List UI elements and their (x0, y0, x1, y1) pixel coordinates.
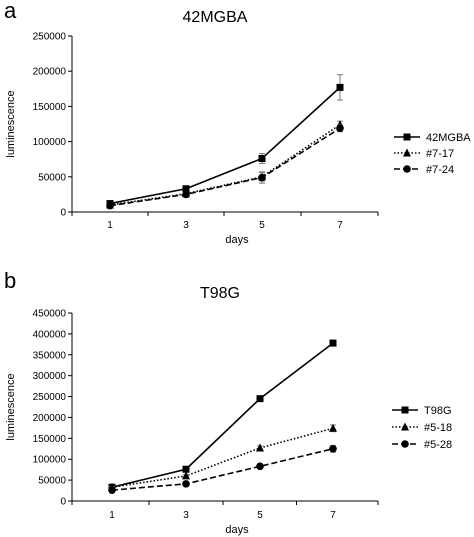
data-point (182, 190, 190, 199)
y-tick-label: 0 (60, 497, 66, 508)
legend-marker (401, 422, 409, 431)
legend-item: #5-28 (392, 439, 452, 451)
legend-item: #5-18 (392, 422, 452, 434)
legend-label: #5-18 (424, 422, 452, 434)
y-axis-label: luminescence (5, 373, 17, 440)
data-point (182, 480, 190, 488)
x-axis-label: days (225, 234, 249, 246)
chart-title: 42MGBA (183, 9, 248, 26)
panel-letter: a (4, 0, 17, 23)
legend-label: 42MGBA (426, 132, 471, 144)
chart-title: T98G (200, 285, 240, 302)
series-42mgba (106, 74, 344, 208)
data-point (108, 486, 116, 494)
series-line (109, 86, 341, 205)
data-point (329, 423, 337, 432)
legend-marker (401, 440, 409, 448)
y-tick-label: 50000 (38, 476, 66, 487)
y-tick-label: 250000 (33, 32, 67, 43)
data-point (182, 471, 190, 480)
y-axis-label: luminescence (5, 90, 17, 157)
y-tick-label: 450000 (33, 309, 67, 320)
x-tick-label: 1 (109, 510, 115, 521)
legend-marker (403, 148, 411, 157)
panel-a: a 42MGBA 0 50000 100000 150000 200000 250000 1 3 5… (4, 0, 471, 246)
y-tick-label: 100000 (33, 455, 67, 466)
y-tick-label: 150000 (33, 434, 67, 445)
x-tick-label: 7 (337, 220, 343, 231)
x-tick-label: 7 (330, 510, 336, 521)
y-tick-label: 100000 (33, 137, 67, 148)
panel-b: b T98G 0 50000 100000 150000 200000 250000 30000… (4, 268, 452, 536)
legend-label: #7-24 (426, 164, 454, 176)
legend-label: #7-17 (426, 148, 454, 160)
series--5-28 (108, 444, 337, 494)
data-point (329, 444, 337, 453)
series-line (111, 447, 334, 491)
y-tick-label: 150000 (33, 102, 67, 113)
legend-item: #7-17 (394, 148, 454, 160)
x-tick-label: 3 (183, 220, 189, 231)
data-point (258, 154, 266, 162)
data-point (256, 462, 264, 471)
series--7-17 (106, 120, 344, 209)
legend-marker (403, 165, 411, 173)
data-point (182, 185, 190, 193)
series-line (109, 124, 341, 206)
x-tick-label: 1 (107, 220, 113, 231)
legend-item: T98G (392, 405, 452, 417)
legend-marker (403, 133, 411, 141)
series--7-24 (106, 124, 344, 210)
y-tick-label: 300000 (33, 371, 67, 382)
series-line (111, 342, 334, 488)
y-tick-label: 0 (60, 208, 66, 219)
x-tick-label: 5 (257, 510, 263, 521)
y-tick-label: 200000 (33, 413, 67, 424)
data-point (336, 83, 344, 91)
data-point (256, 443, 264, 452)
x-tick-label: 5 (259, 220, 265, 231)
y-tick-label: 400000 (33, 329, 67, 340)
y-tick-label: 50000 (38, 172, 66, 183)
x-tick-label: 3 (183, 510, 189, 521)
legend-marker (401, 406, 409, 414)
data-point (182, 465, 190, 473)
legend-item: 42MGBA (394, 132, 471, 144)
y-tick-label: 250000 (33, 392, 67, 403)
panel-letter: b (4, 268, 16, 293)
series-line (109, 127, 341, 207)
x-axis-label: days (225, 524, 249, 536)
y-tick-label: 350000 (33, 350, 67, 361)
data-point (329, 339, 337, 347)
legend-item: #7-24 (394, 164, 454, 176)
data-point (106, 201, 114, 210)
legend-label: T98G (424, 405, 452, 417)
data-point (258, 173, 266, 182)
y-tick-label: 200000 (33, 67, 67, 78)
data-point (336, 124, 344, 133)
series-t98g (108, 339, 337, 491)
data-point (256, 395, 264, 403)
legend-label: #5-28 (424, 439, 452, 451)
